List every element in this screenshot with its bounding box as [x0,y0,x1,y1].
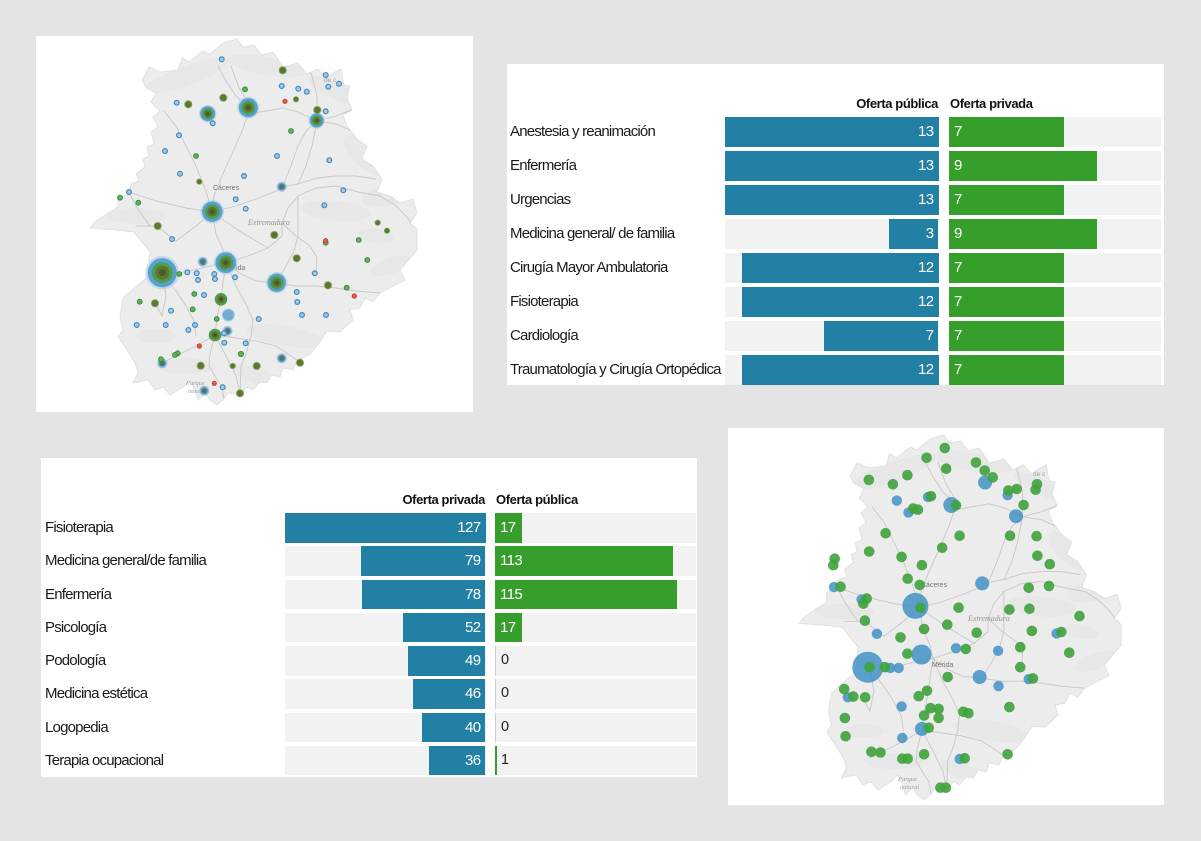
svg-text:Extremadura: Extremadura [247,218,290,227]
svg-text:Extremadura: Extremadura [967,614,1010,623]
svg-text:de c: de c [324,77,337,84]
svg-text:Parque: Parque [897,776,917,783]
svg-text:natural: natural [188,388,207,395]
svg-text:natural: natural [900,784,919,791]
svg-text:Cáceres: Cáceres [213,185,240,192]
svg-text:Parque: Parque [185,380,205,387]
svg-text:Mérida: Mérida [932,662,954,669]
svg-text:Cáceres: Cáceres [921,582,948,589]
svg-text:de c: de c [1033,471,1046,478]
